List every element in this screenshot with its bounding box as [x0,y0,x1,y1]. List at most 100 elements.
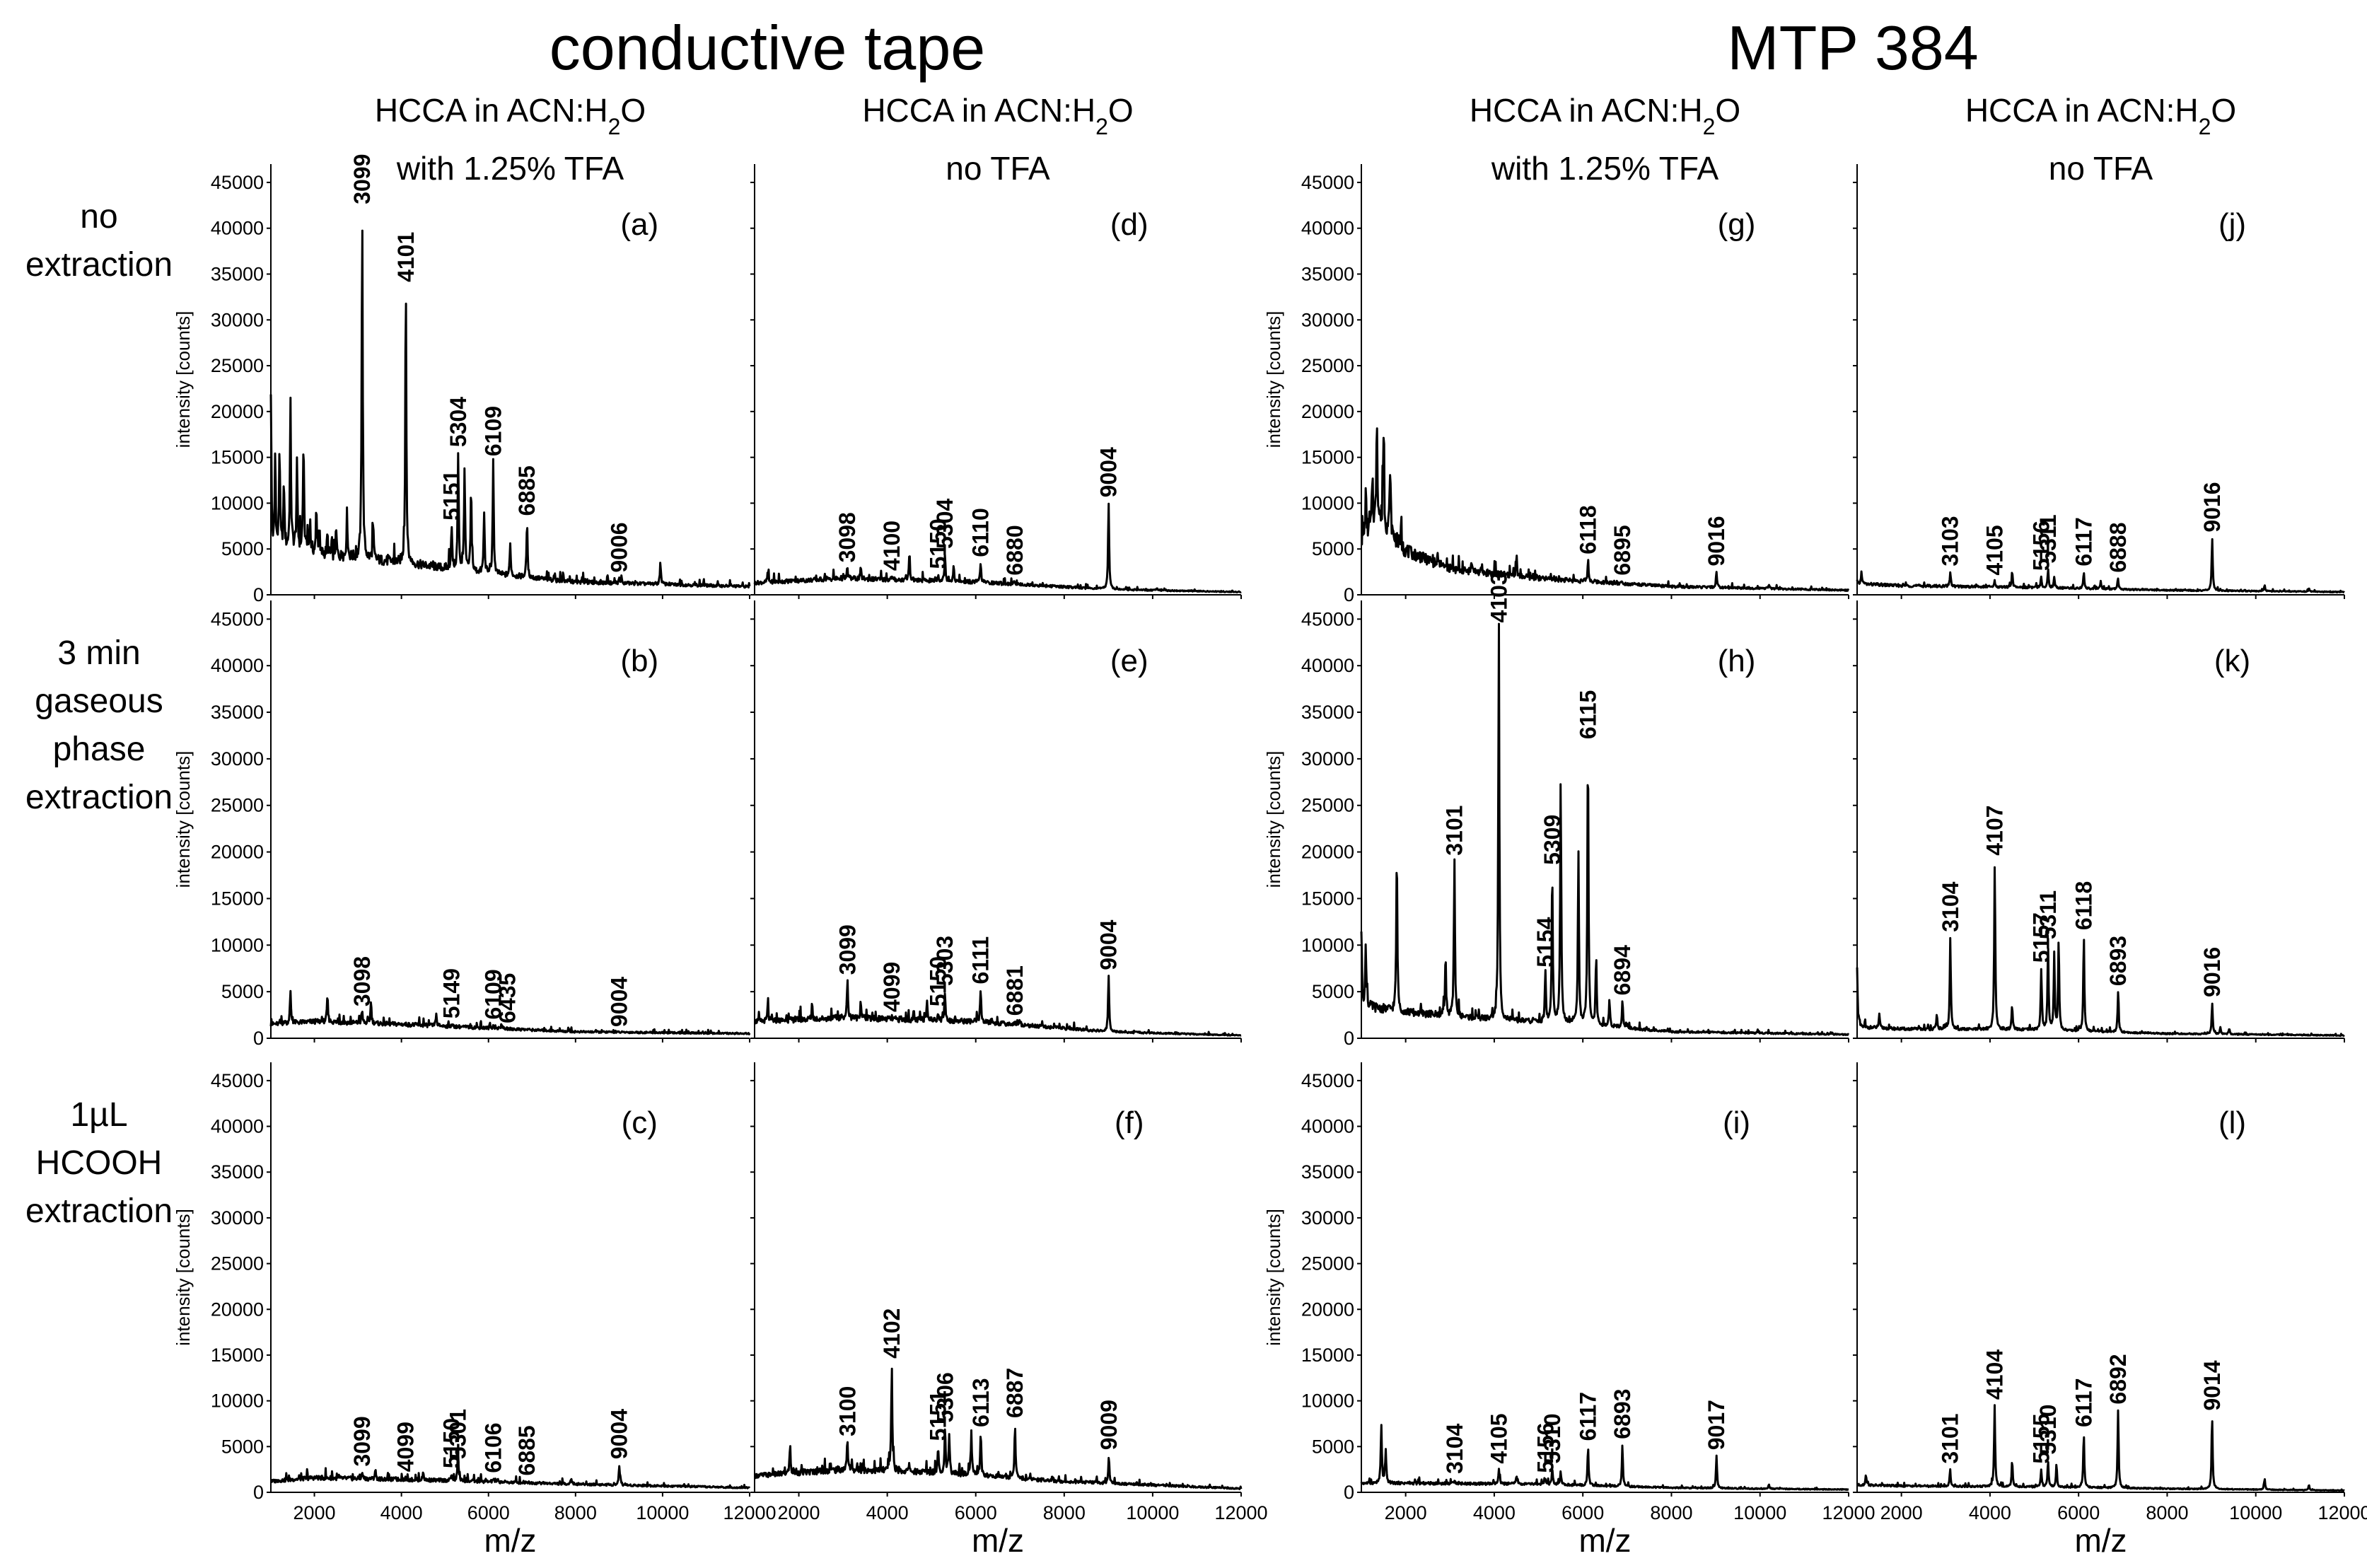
panel-letter: (j) [2218,207,2246,242]
x-tick-label: 6000 [467,1502,510,1523]
y-tick-label: 5000 [1312,981,1354,1002]
x-tick-label: 8000 [1650,1502,1692,1523]
peak-label: 6110 [968,508,994,557]
x-axis-title: m/z [2074,1522,2127,1559]
peak-label: 5303 [932,936,958,986]
y-axis-title: intensity [counts] [1263,751,1284,888]
y-tick-label: 35000 [211,1161,264,1183]
panel-i: 0 5000 10000 15000 20000 25000 30000 35000 40000… [1263,1062,1875,1559]
peak-label: 5309 [1540,815,1565,865]
peak-label: 3098 [349,956,375,1006]
spectrum-line [1856,538,2345,593]
spectrum-line [1361,427,1850,592]
peak-label: 4100 [879,521,905,571]
spectrum-line [1360,1424,1849,1491]
peak-label: 9004 [1096,919,1122,970]
peak-label: 3101 [1442,806,1467,856]
y-tick-label: 45000 [1301,608,1354,629]
column-subtitle-3: with 1.25% TFA [1491,150,1719,187]
panel-letter: (f) [1115,1105,1144,1140]
y-axis-title: intensity [counts] [173,751,194,888]
peak-label: 6888 [2105,522,2131,572]
y-tick-label: 20000 [1301,1299,1354,1320]
y-tick-label: 40000 [211,655,264,676]
x-axis-title: m/z [1578,1522,1631,1559]
spectrum-line [753,1367,1243,1490]
peak-label: 6113 [968,1378,994,1427]
peak-label: 5151 [438,470,464,521]
peak-label: 9004 [1096,447,1122,497]
y-tick-label: 35000 [211,702,264,723]
y-tick-label: 30000 [211,748,264,770]
peak-label: 6885 [514,465,540,516]
peak-label: 9004 [607,977,632,1027]
peak-label: 5301 [446,1409,471,1459]
peak-label: 9017 [1704,1400,1729,1450]
x-axis-title: m/z [972,1522,1024,1559]
peak-label: 4099 [393,1422,419,1472]
y-tick-label: 15000 [1301,888,1354,909]
peak-label: 4102 [879,1308,905,1359]
peak-label: 3099 [834,924,860,975]
y-tick-label: 45000 [1301,1070,1354,1091]
peak-label: 4105 [1486,1413,1511,1463]
peak-label: 6881 [1002,965,1028,1016]
spectrum-line [753,502,1242,593]
x-tick-label: 2000 [293,1502,336,1523]
x-tick-label: 2000 [1880,1502,1923,1523]
x-tick-label: 2000 [1385,1502,1427,1523]
row-title-3-line-3: extraction [25,1192,173,1230]
peak-label: 6885 [514,1425,540,1475]
peak-label: 3104 [1938,881,1963,931]
panel-f: 2000 4000 6000 8000 10000 12000 m/z (f) 3100 4102… [750,1062,1268,1559]
y-tick-label: 20000 [211,1299,264,1320]
group-title-1: conductive tape [549,13,985,83]
y-tick-label: 20000 [1301,842,1354,863]
spectrum-line [754,975,1242,1037]
panel-c: 0 5000 10000 15000 20000 25000 30000 35000 40000… [173,1062,777,1559]
y-tick-label: 45000 [211,608,264,629]
panel-letter: (b) [620,644,658,678]
peak-label: 5155 [2028,1413,2054,1463]
panel-letter: (i) [1723,1105,1750,1140]
y-tick-label: 25000 [1301,355,1354,376]
peak-label: 9016 [2199,947,2225,997]
y-tick-label: 35000 [211,263,264,284]
column-title-1: HCCA in ACN:H2O [375,92,646,139]
y-tick-label: 5000 [1312,538,1354,559]
peak-label: 6117 [2071,517,2097,566]
panel-b: 0 5000 10000 15000 20000 25000 30000 35000 40000… [173,600,751,1049]
peak-label: 3103 [1938,516,1963,566]
peak-label: 6118 [2071,881,2097,930]
y-tick-label: 40000 [1301,218,1354,239]
y-tick-label: 25000 [211,795,264,816]
y-tick-label: 30000 [1301,309,1354,330]
spectrum-line [269,229,751,589]
y-tick-label: 35000 [1301,702,1354,723]
peak-label: 6880 [1002,525,1028,575]
peak-label: 5151 [926,1390,951,1441]
y-axis-title: intensity [counts] [173,311,194,448]
y-tick-label: 30000 [1301,1207,1354,1229]
spectrum-line [270,1450,751,1489]
x-tick-label: 6000 [2057,1502,2100,1523]
x-tick-label: 10000 [2229,1502,2282,1523]
peak-label: 5156 [1533,1422,1558,1473]
y-tick-label: 45000 [211,1070,264,1091]
column-title-3: HCCA in ACN:H2O [1470,92,1740,139]
panel-l: 2000 4000 6000 8000 10000 12000 m/z (l) 3101 4104… [1853,1062,2367,1559]
x-tick-label: 4000 [1473,1502,1516,1523]
x-tick-label: 12000 [723,1502,776,1523]
row-title-3-line-1: 1µL [70,1096,127,1134]
panel-letter: (e) [1110,644,1148,678]
x-tick-label: 8000 [1043,1502,1086,1523]
y-tick-label: 20000 [1301,401,1354,422]
y-tick-label: 35000 [1301,263,1354,284]
peak-label: 5150 [926,956,951,1006]
y-tick-label: 20000 [211,842,264,863]
peak-label: 6117 [2071,1378,2097,1427]
group-title-2: MTP 384 [1727,13,1978,83]
peak-label: 5149 [438,968,464,1018]
peak-label: 5311 [2035,514,2061,563]
